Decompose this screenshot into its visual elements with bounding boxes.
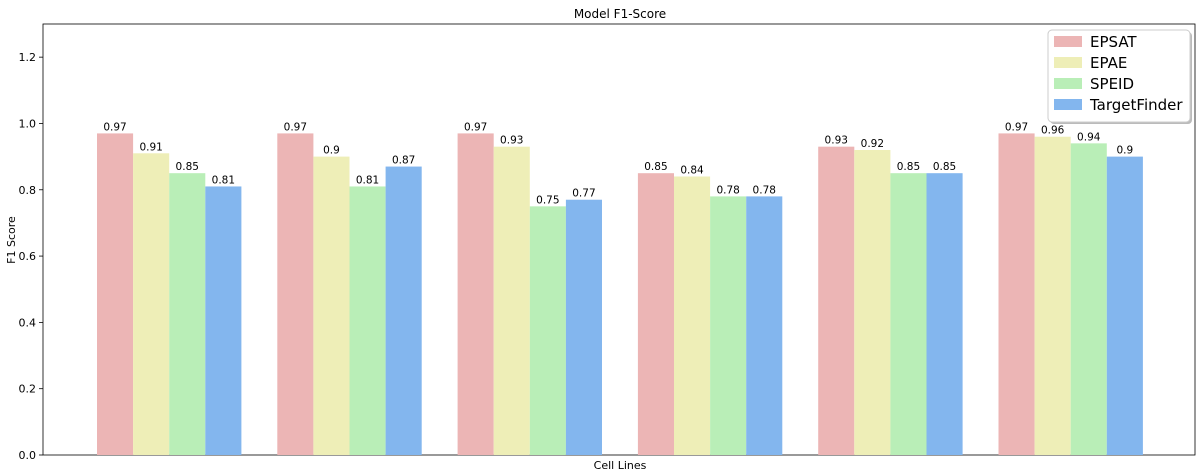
data-label: 0.78 bbox=[716, 184, 739, 196]
data-label: 0.91 bbox=[139, 141, 162, 153]
data-label: 0.84 bbox=[680, 165, 704, 177]
legend-swatch-epsat bbox=[1054, 36, 1082, 47]
bar-epsat bbox=[97, 133, 134, 455]
data-label: 0.97 bbox=[464, 121, 487, 133]
bar-targetfinder bbox=[385, 166, 422, 456]
data-label: 0.93 bbox=[500, 135, 523, 147]
y-tick-label: 0.2 bbox=[19, 383, 37, 396]
y-tick-label: 0.0 bbox=[19, 449, 37, 462]
bar-epsat bbox=[998, 133, 1035, 455]
data-label: 0.85 bbox=[897, 161, 920, 173]
y-tick-label: 1.0 bbox=[19, 117, 37, 130]
plot-area: 0.0 0.2 0.4 0.6 0.8 1.0 1.2 0.97 0.91 0.85 0.81 0.9… bbox=[19, 23, 1196, 462]
data-label: 0.77 bbox=[572, 188, 595, 200]
data-label: 0.96 bbox=[1041, 125, 1065, 137]
bar-targetfinder bbox=[565, 199, 602, 455]
x-axis-label: Cell Lines bbox=[594, 459, 647, 472]
legend-swatch-targetfinder bbox=[1054, 99, 1082, 110]
bar-epsat bbox=[637, 173, 674, 455]
data-label: 0.9 bbox=[1116, 145, 1133, 157]
bar-epsat bbox=[818, 146, 855, 455]
data-label: 0.94 bbox=[1077, 131, 1101, 143]
bar-epsat bbox=[457, 133, 494, 455]
data-label: 0.85 bbox=[644, 161, 667, 173]
data-label: 0.81 bbox=[212, 174, 235, 186]
legend-box bbox=[1047, 29, 1191, 123]
legend-label-epae: EPAE bbox=[1090, 54, 1127, 72]
bar-speid bbox=[1070, 143, 1107, 455]
legend-label-epsat: EPSAT bbox=[1090, 33, 1137, 51]
bar-epae bbox=[854, 149, 891, 455]
legend-label-speid: SPEID bbox=[1090, 75, 1134, 93]
data-label: 0.85 bbox=[176, 161, 199, 173]
bar-speid bbox=[169, 173, 206, 455]
chart-title: Model F1-Score bbox=[574, 7, 666, 21]
bar-speid bbox=[529, 206, 566, 455]
bar-speid bbox=[349, 186, 386, 455]
legend-swatch-epae bbox=[1054, 57, 1082, 68]
bar-speid bbox=[710, 196, 747, 455]
bar-speid bbox=[890, 173, 927, 455]
bar-targetfinder bbox=[746, 196, 783, 455]
bar-targetfinder bbox=[205, 186, 242, 455]
data-label: 0.81 bbox=[356, 174, 379, 186]
data-label: 0.87 bbox=[392, 155, 415, 167]
data-label: 0.97 bbox=[103, 121, 126, 133]
bar-epae bbox=[313, 156, 350, 455]
bar-epae bbox=[1034, 136, 1071, 455]
data-label: 0.75 bbox=[536, 194, 559, 206]
data-label: 0.97 bbox=[1005, 121, 1028, 133]
data-label: 0.9 bbox=[323, 145, 340, 157]
data-label: 0.78 bbox=[753, 184, 776, 196]
data-label: 0.92 bbox=[861, 138, 884, 150]
bar-epae bbox=[493, 146, 530, 455]
legend-label-targetfinder: TargetFinder bbox=[1089, 96, 1183, 114]
data-label: 0.97 bbox=[284, 121, 307, 133]
bar-epsat bbox=[277, 133, 314, 455]
data-label: 0.93 bbox=[825, 135, 848, 147]
y-tick-label: 0.6 bbox=[19, 250, 37, 263]
bar-epae bbox=[133, 153, 170, 456]
y-tick-label: 0.4 bbox=[19, 316, 37, 329]
plot-frame bbox=[42, 23, 1196, 456]
bar-targetfinder bbox=[926, 173, 963, 455]
data-label: 0.85 bbox=[933, 161, 956, 173]
y-axis-label: F1 Score bbox=[5, 216, 18, 264]
legend-swatch-speid bbox=[1054, 78, 1082, 89]
legend: EPSAT EPAE SPEID TargetFinder bbox=[1047, 29, 1192, 124]
y-tick-label: 1.2 bbox=[19, 51, 37, 64]
bar-epae bbox=[674, 176, 711, 455]
y-tick-label: 0.8 bbox=[19, 184, 37, 197]
bar-targetfinder bbox=[1106, 156, 1143, 455]
